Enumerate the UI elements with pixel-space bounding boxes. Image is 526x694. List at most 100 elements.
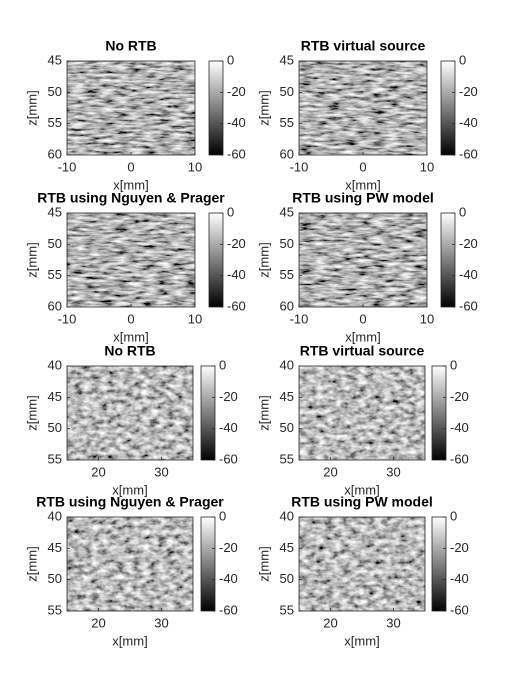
y-tick-label: 60 xyxy=(48,298,62,313)
colorbar-box xyxy=(431,516,447,612)
y-tick-label: 40 xyxy=(280,508,294,523)
speckle-image xyxy=(67,517,193,611)
y-tick-label: 55 xyxy=(280,602,294,617)
x-axis-label: x[mm] xyxy=(345,329,380,344)
y-axis-label: z[mm] xyxy=(256,395,271,430)
speckle-image xyxy=(299,213,427,307)
colorbar-tick-label: 0 xyxy=(459,204,466,219)
panel-title: No RTB xyxy=(105,38,156,54)
y-axis-label: z[mm] xyxy=(24,395,39,430)
colorbar-tick-label: -60 xyxy=(459,298,478,313)
colorbar-tick-label: -20 xyxy=(219,389,238,404)
panel: No RTB -10 0 10 45 50 55 60 x[mm] z[mm] 0 -20 -40 -60 xyxy=(24,38,245,193)
x-tick-label: 20 xyxy=(91,464,105,479)
x-tick-label: 0 xyxy=(127,311,134,326)
x-tick-label: 30 xyxy=(154,615,168,630)
panel: RTB virtual source 20 30 40 45 50 55 x[mm] z[mm]… xyxy=(256,343,468,498)
colorbar-tick-label: 0 xyxy=(219,508,226,523)
colorbar xyxy=(201,517,215,611)
y-tick-label: 50 xyxy=(280,84,294,99)
colorbar-tick-label: -20 xyxy=(227,236,246,251)
speckle-image xyxy=(299,517,425,611)
x-tick-label: 0 xyxy=(127,159,134,174)
colorbar-tick-label: -60 xyxy=(219,451,238,466)
x-tick-label: -10 xyxy=(58,311,77,326)
y-tick-label: 45 xyxy=(280,389,294,404)
y-tick-label: 45 xyxy=(48,389,62,404)
y-axis-label: z[mm] xyxy=(256,546,271,581)
y-tick-label: 55 xyxy=(280,451,294,466)
colorbar-box xyxy=(200,365,216,461)
y-tick-label: 60 xyxy=(48,146,62,161)
colorbar-box xyxy=(208,212,224,308)
y-tick-label: 55 xyxy=(48,451,62,466)
x-tick-label: -10 xyxy=(290,159,309,174)
colorbar-tick-label: -20 xyxy=(219,540,238,555)
panel: RTB using Nguyen & Prager 20 30 40 45 50 55 x[m… xyxy=(24,494,237,649)
axes-box xyxy=(66,516,194,612)
colorbar-tick-label: -40 xyxy=(219,420,238,435)
panel-title: RTB using Nguyen & Prager xyxy=(37,190,225,206)
colorbar xyxy=(432,517,446,611)
x-axis-label: x[mm] xyxy=(344,633,379,648)
x-tick-label: 10 xyxy=(420,159,434,174)
colorbar xyxy=(432,366,446,460)
y-tick-label: 40 xyxy=(48,508,62,523)
panel-title: RTB virtual source xyxy=(301,38,426,54)
colorbar-tick-label: -20 xyxy=(450,540,469,555)
axes-box xyxy=(298,365,426,461)
y-tick-label: 45 xyxy=(280,204,294,219)
x-tick-label: -10 xyxy=(290,311,309,326)
x-tick-label: 30 xyxy=(386,615,400,630)
colorbar-tick-label: -60 xyxy=(227,298,246,313)
colorbar-tick-label: 0 xyxy=(227,204,234,219)
colorbar-box xyxy=(440,212,456,308)
colorbar-tick-label: 0 xyxy=(219,357,226,372)
y-tick-label: 50 xyxy=(280,571,294,586)
colorbar-tick-label: 0 xyxy=(227,52,234,67)
y-tick-label: 50 xyxy=(48,571,62,586)
y-axis-label: z[mm] xyxy=(24,90,39,125)
y-axis-label: z[mm] xyxy=(24,546,39,581)
panel-title: No RTB xyxy=(104,343,155,359)
x-axis-label: x[mm] xyxy=(112,482,147,497)
colorbar-tick-label: -40 xyxy=(227,115,246,130)
y-tick-label: 45 xyxy=(280,52,294,67)
colorbar-tick-label: 0 xyxy=(450,357,457,372)
x-tick-label: 0 xyxy=(359,159,366,174)
y-tick-label: 50 xyxy=(48,84,62,99)
y-tick-label: 60 xyxy=(280,298,294,313)
colorbar xyxy=(441,61,455,155)
colorbar-box xyxy=(431,365,447,461)
colorbar-tick-label: -20 xyxy=(459,84,478,99)
colorbar-tick-label: -40 xyxy=(219,571,238,586)
colorbar-box xyxy=(208,60,224,156)
y-tick-label: 55 xyxy=(280,115,294,130)
speckle-image xyxy=(67,213,195,307)
axes-box xyxy=(298,516,426,612)
y-tick-label: 55 xyxy=(48,602,62,617)
colorbar-tick-label: 0 xyxy=(450,508,457,523)
panel-title: RTB using Nguyen & Prager xyxy=(36,494,224,510)
x-tick-label: -10 xyxy=(58,159,77,174)
x-axis-label: x[mm] xyxy=(112,633,147,648)
y-axis-label: z[mm] xyxy=(256,90,271,125)
y-tick-label: 55 xyxy=(48,267,62,282)
y-tick-label: 55 xyxy=(48,115,62,130)
colorbar-tick-label: -60 xyxy=(227,146,246,161)
colorbar-tick-label: -40 xyxy=(450,571,469,586)
y-tick-label: 50 xyxy=(280,236,294,251)
x-axis-label: x[mm] xyxy=(113,177,148,192)
colorbar-box xyxy=(440,60,456,156)
x-tick-label: 20 xyxy=(323,615,337,630)
colorbar-tick-label: -40 xyxy=(459,267,478,282)
colorbar-box xyxy=(200,516,216,612)
panel: No RTB 20 30 40 45 50 55 x[mm] z[mm] 0 -20 -40 -60 xyxy=(24,343,237,498)
y-tick-label: 50 xyxy=(280,420,294,435)
colorbar-tick-label: -60 xyxy=(450,451,469,466)
colorbar xyxy=(209,213,223,307)
y-tick-label: 40 xyxy=(280,357,294,372)
x-tick-label: 30 xyxy=(386,464,400,479)
x-axis-label: x[mm] xyxy=(345,177,380,192)
